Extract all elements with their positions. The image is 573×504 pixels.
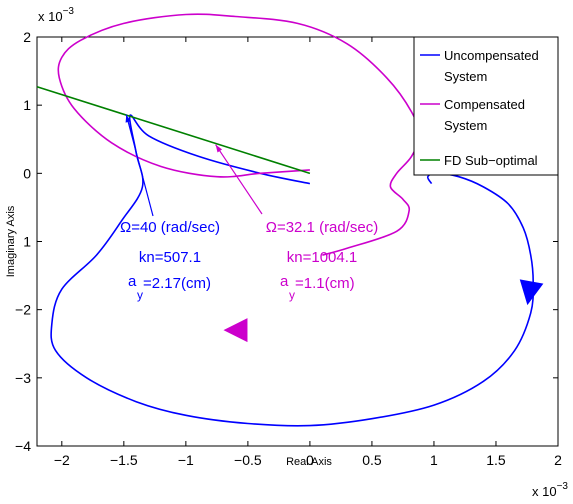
x-tick-label: −2 <box>54 452 70 468</box>
legend-label: System <box>444 118 487 133</box>
series-line-compensated <box>57 13 420 256</box>
x-axis-exponent: x 10−3 <box>532 481 568 499</box>
legend-entry-uncompensated: Uncompensated System <box>420 48 539 84</box>
annotation-gain: kn=1004.1 <box>287 249 357 266</box>
y-tick-label: −2 <box>15 302 31 318</box>
legend-entry-compensated: Compensated System <box>420 97 525 133</box>
annotation-amplitude-value: =1.1(cm) <box>295 275 355 292</box>
annotation-amplitude-subscript: y <box>137 288 143 302</box>
legend-label: FD Sub−optimal <box>444 153 538 168</box>
annotation-amplitude-symbol: a <box>128 273 137 290</box>
x-tick-label: 2 <box>554 452 562 468</box>
y-tick-label: 1 <box>23 97 31 113</box>
y-tick-label: 1 <box>23 234 31 250</box>
y-axis-label: Imaginary Axis <box>5 205 17 277</box>
legend-label: Compensated <box>444 97 525 112</box>
y-tick-label: −3 <box>15 370 31 386</box>
annotation-uncompensated: Ω=40 (rad/sec) kn=507.1ay=2.17(cm) <box>120 219 220 302</box>
x-axis-label: Real Axis <box>286 456 332 468</box>
x-tick-label: 0.5 <box>362 452 382 468</box>
annotation-pointer-uncompensated <box>125 114 154 217</box>
legend-label: Uncompensated <box>444 48 539 63</box>
x-tick-label: −1.5 <box>110 452 138 468</box>
x-tick-label: 1 <box>430 452 438 468</box>
annotation-amplitude-symbol: a <box>280 273 289 290</box>
y-tick-label: 0 <box>23 165 31 181</box>
legend-label: System <box>444 69 487 84</box>
y-axis-exponent: x 10−3 <box>38 6 74 24</box>
series-line-fd-suboptimal <box>36 85 311 175</box>
y-tick-label: −4 <box>15 438 31 454</box>
annotation-frequency: Ω=40 (rad/sec) <box>120 219 220 236</box>
x-tick-label: −0.5 <box>234 452 262 468</box>
annotation-pointer-compensated-head <box>215 144 223 153</box>
annotation-pointer-compensated <box>215 144 263 215</box>
direction-arrow-uncompensated <box>519 279 544 306</box>
annotation-amplitude-value: =2.17(cm) <box>143 275 211 292</box>
x-tick-label: 0 <box>306 452 314 468</box>
annotation-frequency: Ω=32.1 (rad/sec) <box>266 219 379 236</box>
annotation-amplitude-subscript: y <box>289 288 295 302</box>
x-tick-label: −1 <box>178 452 194 468</box>
legend-entry-fd-suboptimal: FD Sub−optimal <box>420 153 538 168</box>
direction-arrow-compensated <box>223 318 248 343</box>
annotation-gain: kn=507.1 <box>139 249 201 266</box>
annotation-pointer-uncompensated-head <box>125 114 131 123</box>
annotation-compensated: Ω=32.1 (rad/sec) kn=1004.1 ay=1.1(cm) <box>266 219 379 302</box>
x-tick-label: 1.5 <box>486 452 506 468</box>
legend-box <box>413 36 559 176</box>
y-tick-label: 2 <box>23 29 31 45</box>
